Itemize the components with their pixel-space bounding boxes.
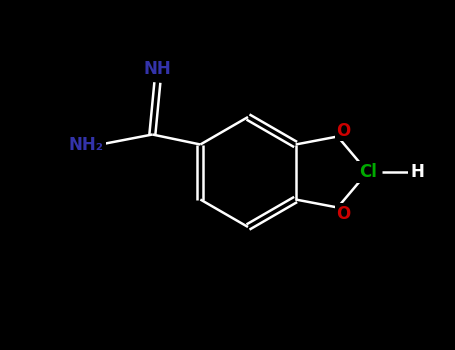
Text: Cl: Cl: [359, 163, 377, 181]
Text: H: H: [410, 163, 424, 181]
Text: NH: NH: [143, 60, 171, 77]
Text: NH₂: NH₂: [69, 135, 104, 154]
Text: O: O: [337, 121, 351, 140]
Text: O: O: [337, 204, 351, 223]
